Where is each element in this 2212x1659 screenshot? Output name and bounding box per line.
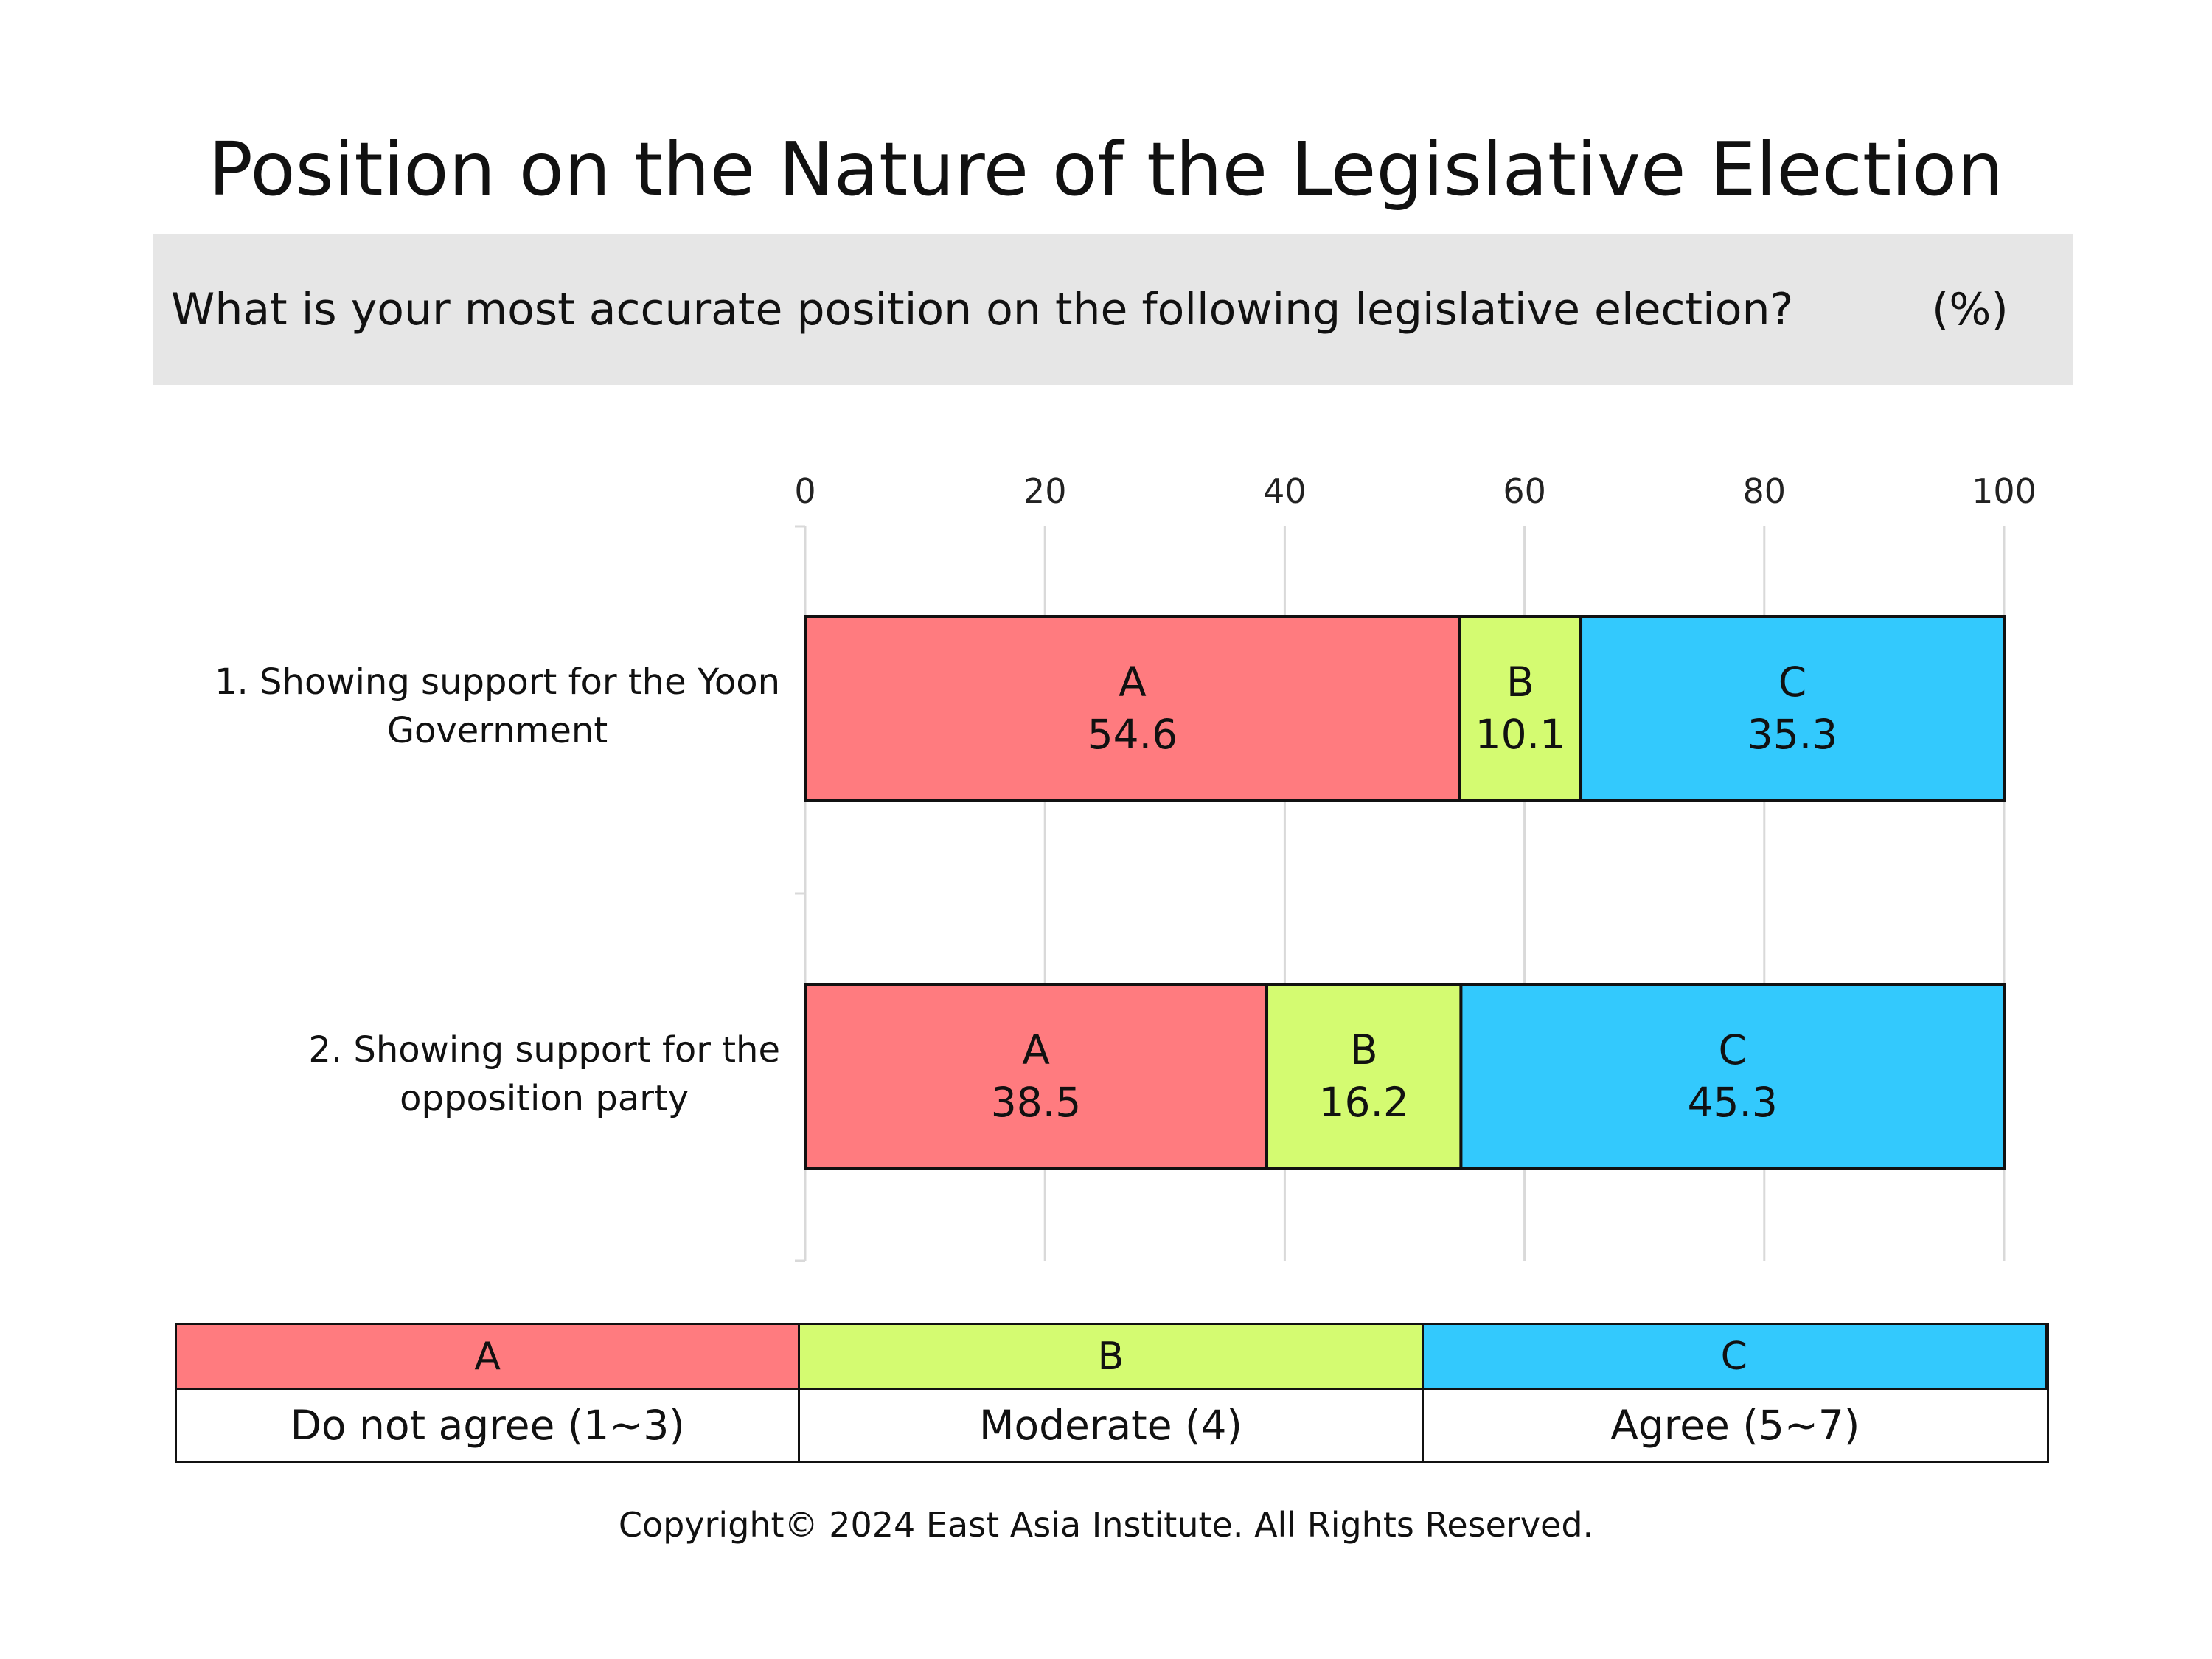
segment-series-label-a-2: A [1022,1026,1050,1074]
x-tick-label-100: 100 [1972,471,2037,511]
x-tick-label-60: 60 [1503,471,1546,511]
x-tick-label-0: 0 [794,471,815,511]
legend-desc-a: Do not agree (1~3) [177,1390,801,1461]
category-label-line: 2. Showing support for the [308,1029,780,1071]
segment-value-label-b-2: 16.2 [1318,1079,1408,1126]
copyright-text: Copyright© 2024 East Asia Institute. All… [618,1505,1594,1545]
segment-value-label-b-1: 10.1 [1475,711,1565,758]
bar-segment-b-1 [1458,615,1583,802]
segment-series-label-c-2: C [1719,1026,1747,1074]
legend-key-c: C [1423,1325,2047,1390]
stacked-bar-chart: 0 20 40 60 80 100 A 54.6 B 10.1 C 35.3 1. Showing su… [215,471,2037,1262]
x-tick-label-80: 80 [1743,471,1787,511]
segment-value-label-c-1: 35.3 [1747,711,1837,758]
category-label-line: Government [387,710,608,751]
segment-series-label-c-1: C [1778,658,1806,706]
legend-key-b: B [800,1325,1424,1390]
legend-key-a: A [177,1325,801,1390]
bar-segment-b-2 [1265,983,1463,1170]
question-box: What is your most accurate position on t… [153,234,2073,385]
segment-series-label-b-1: B [1506,658,1534,706]
chart-title: Position on the Nature of the Legislativ… [208,126,2004,212]
category-label-2: 2. Showing support for the opposition par… [308,1029,780,1119]
bar-segment-c-1 [1579,615,2006,802]
x-tick-label-20: 20 [1023,471,1067,511]
legend-desc-b: Moderate (4) [800,1390,1424,1461]
question-text: What is your most accurate position on t… [171,284,1794,335]
category-label-line: opposition party [400,1078,689,1119]
unit-label: (%) [1932,284,2008,335]
bar-segment-a-2 [804,983,1269,1170]
category-label-line: 1. Showing support for the Yoon [215,661,780,703]
segment-value-label-c-2: 45.3 [1687,1079,1777,1126]
category-label-1: 1. Showing support for the Yoon Governmen… [215,661,780,751]
segment-value-label-a-1: 54.6 [1088,711,1178,758]
segment-series-label-b-2: B [1350,1026,1378,1074]
bar-segment-c-2 [1459,983,2006,1170]
legend-table: A B C Do not agree (1~3) Moderate (4) Ag… [175,1323,2049,1463]
x-tick-label-40: 40 [1263,471,1307,511]
segment-value-label-a-2: 38.5 [991,1079,1081,1126]
segment-series-label-a-1: A [1119,658,1147,706]
bar-segment-a-1 [804,615,1461,802]
legend-desc-c: Agree (5~7) [1423,1390,2047,1461]
